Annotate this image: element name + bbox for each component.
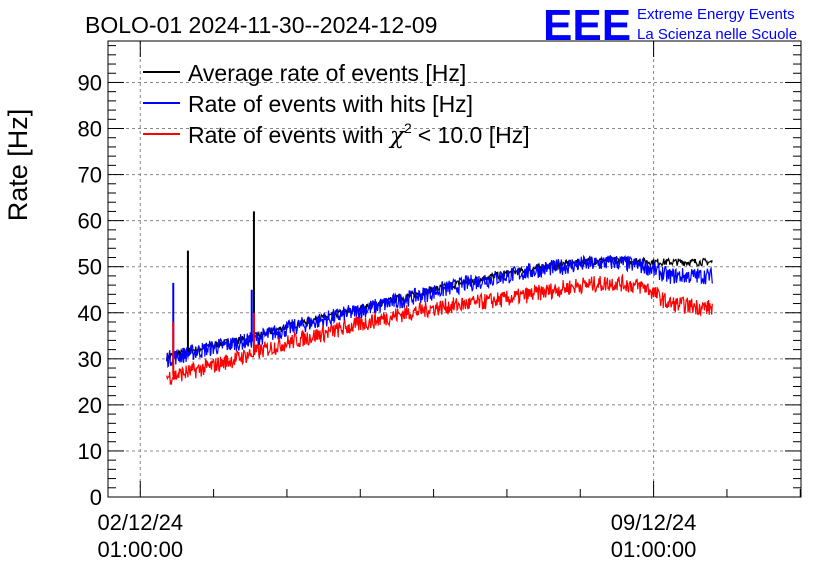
y-axis-label: Rate [Hz] [3, 109, 33, 222]
x-tick-date: 02/12/24 [97, 510, 183, 535]
legend-chi-exponent: 2 [404, 120, 412, 136]
legend: Average rate of events [Hz] Rate of even… [143, 60, 530, 149]
y-tick-label: 10 [78, 439, 102, 464]
logo-line-2: La Scienza nelle Scuole [637, 26, 797, 43]
logo-line-1: Extreme Energy Events [637, 6, 795, 23]
series-trace-1 [166, 254, 713, 368]
series-layer [166, 211, 713, 386]
chart-title: BOLO-01 2024-11-30--2024-12-09 [85, 12, 437, 38]
ticks: 010203040506070809002/12/2401:00:0009/12… [78, 70, 697, 562]
legend-chi-symbol: χ [388, 123, 406, 149]
x-tick-time: 01:00:00 [97, 537, 183, 562]
y-tick-label: 50 [78, 255, 102, 280]
y-tick-label: 0 [90, 485, 102, 510]
legend-label-average: Average rate of events [Hz] [188, 60, 466, 86]
y-tick-label: 90 [78, 70, 102, 95]
y-tick-label: 60 [78, 209, 102, 234]
series-trace-2 [166, 273, 713, 386]
plot-frame [107, 40, 802, 498]
y-tick-label: 80 [78, 117, 102, 142]
x-tick-time: 01:00:00 [611, 537, 697, 562]
y-tick-label: 20 [78, 393, 102, 418]
legend-label-hits: Rate of events with hits [Hz] [188, 91, 473, 117]
y-tick-label: 30 [78, 347, 102, 372]
x-tick-date: 09/12/24 [611, 510, 697, 535]
y-tick-label: 40 [78, 301, 102, 326]
y-tick-label: 70 [78, 163, 102, 188]
legend-chi2-tail: < 10.0 [Hz] [418, 122, 530, 148]
legend-label-chi2: Rate of events with χ2 < 10.0 [Hz] [188, 120, 530, 149]
axes [107, 40, 802, 498]
eee-logo: EEE [543, 1, 631, 50]
legend-chi2-text: Rate of events with [188, 122, 384, 148]
